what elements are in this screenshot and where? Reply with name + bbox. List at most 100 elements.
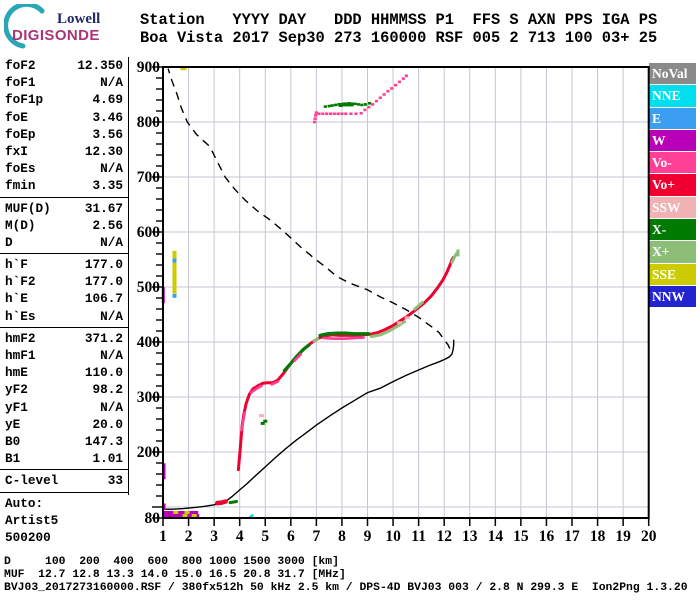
- dots-second-hop-Vo-minus: [312, 120, 317, 124]
- panel-footer-text: 500200: [5, 529, 51, 545]
- x-tick-label: 16: [539, 528, 555, 545]
- dots-second-hop-X-minus: [323, 105, 327, 108]
- dots-X-minus-dots: [263, 419, 268, 423]
- param-value: 3.46: [92, 109, 123, 125]
- dots-Es-spread-W: [172, 514, 178, 518]
- param-row: h`Es N/A: [0, 308, 129, 325]
- dots-Es-spread-W: [189, 514, 195, 518]
- dots-SSE-strip: [172, 266, 177, 271]
- parameter-panel: foF2 12.350 foF1 N/A foF1p 4.69 foE 3.46 foEp 3.5…: [0, 57, 129, 546]
- dots-W-small-mark: [162, 503, 166, 510]
- dots-Es-spread-W: [180, 511, 186, 514]
- param-value: 2.56: [92, 217, 123, 233]
- param-value: 98.2: [92, 382, 123, 398]
- x-tick-label: 6: [287, 528, 295, 545]
- x-tick-label: 20: [641, 528, 657, 545]
- dots-second-hop-Vo-minus: [378, 96, 382, 100]
- dots-E-strip-bits: [172, 258, 177, 263]
- logo-text-digisonde: DIGISONDE: [12, 27, 100, 44]
- dots-second-hop-X-minus: [327, 104, 331, 108]
- distance-row: D 100 200 400 600 800 1000 1500 3000 [km…: [4, 556, 339, 568]
- dots-SSE-strip: [172, 250, 177, 255]
- param-label: B0: [5, 433, 21, 449]
- param-label: h`Es: [5, 308, 36, 324]
- legend-item-nne: NNE: [649, 85, 696, 107]
- panel-divider-line: [128, 57, 129, 495]
- x-tick-label: 19: [615, 528, 631, 545]
- panel-separator: [0, 326, 129, 328]
- y-tick-label: 200: [137, 444, 161, 461]
- x-tick-label: 1: [159, 528, 167, 545]
- param-row: hmE 110.0: [0, 364, 129, 381]
- param-value: 177.0: [84, 274, 123, 290]
- dots-X-plus-isolated: [456, 249, 460, 257]
- dots-SSW-dots: [258, 414, 264, 418]
- legend-item-w: W: [649, 129, 696, 152]
- param-value: N/A: [100, 161, 123, 177]
- param-label: D: [5, 234, 13, 250]
- param-row: B1 1.01: [0, 450, 129, 467]
- trace-X-plus-tip: [450, 251, 459, 264]
- dots-second-hop-X-minus-thick: [346, 102, 351, 107]
- dots-second-hop-Vo-minus: [325, 112, 329, 116]
- param-label: MUF(D): [5, 200, 51, 216]
- y-tick-label: 600: [137, 224, 161, 241]
- dots-SSE-top-dash: [180, 67, 187, 71]
- panel-separator: [0, 469, 129, 471]
- param-label: fmin: [5, 178, 36, 194]
- param-row: B0 147.3: [0, 433, 129, 450]
- dots-Es-spread-W: [168, 514, 174, 518]
- param-value: N/A: [100, 348, 123, 363]
- y-tick-label: 80: [145, 510, 161, 527]
- dots-second-hop-Vo-minus: [404, 74, 408, 78]
- trace-Vo-minus-knee: [249, 384, 263, 394]
- param-label: h`F2: [5, 274, 36, 290]
- x-tick-label: 18: [590, 528, 606, 545]
- dots-second-hop-Vo-minus: [314, 111, 318, 114]
- param-label: M(D): [5, 217, 36, 233]
- param-value: N/A: [100, 75, 123, 91]
- dots-E-strip-bits: [172, 293, 177, 298]
- trace-X-plus-1: [369, 320, 407, 338]
- param-row: D N/A: [0, 234, 129, 251]
- dots-Es-spread-SSE: [191, 514, 197, 518]
- param-value: 12.30: [84, 143, 123, 159]
- param-label: foF2: [5, 58, 36, 73]
- param-row: foF2 12.350: [0, 57, 129, 74]
- dots-Es-spread-W: [175, 514, 181, 518]
- param-value: 31.67: [84, 200, 123, 216]
- param-label: hmF2: [5, 330, 36, 346]
- dots-SSE-strip: [172, 262, 177, 267]
- panel-footer-line: Auto:: [0, 495, 129, 512]
- dots-second-hop-Vo-minus: [313, 117, 317, 120]
- trace-Vo-minus-plateau: [322, 336, 366, 341]
- x-tick-label: 9: [364, 528, 372, 545]
- legend-item-vo+: Vo+: [649, 174, 696, 196]
- topside-model: [167, 68, 451, 349]
- y-tick-label: 800: [137, 114, 161, 131]
- plot-frame: [162, 66, 650, 519]
- param-label: yF1: [5, 399, 28, 415]
- legend-item-nnw: NNW: [649, 285, 696, 308]
- legend-item-vo-: Vo-: [649, 152, 696, 174]
- dots-second-hop-Vo-minus: [340, 112, 344, 116]
- dots-second-hop-X-minus: [356, 103, 361, 106]
- dots-second-hop-X-minus-thick: [338, 102, 343, 107]
- dots-second-hop-X-minus-thick: [349, 102, 354, 107]
- dots-second-hop-Vo-minus: [374, 99, 379, 103]
- param-value: 147.3: [84, 433, 123, 449]
- logo-arc-icon: [3, 1, 45, 49]
- true-height-profile: [163, 339, 455, 510]
- dots-second-hop-Vo-minus: [371, 103, 375, 106]
- dots-Es-spread-SSE: [173, 511, 179, 514]
- param-row: foEp 3.56: [0, 126, 129, 143]
- legend-item-x+: X+: [649, 241, 696, 263]
- param-label: foEs: [5, 161, 36, 177]
- dots-SSE-strip: [172, 277, 177, 282]
- x-tick-label: 17: [564, 528, 580, 545]
- dots-second-hop-Vo-minus: [401, 77, 405, 80]
- param-row: foF1p 4.69: [0, 91, 129, 108]
- x-tick-label: 10: [385, 528, 401, 545]
- dots-second-hop-Vo-minus: [386, 89, 390, 93]
- param-row: yF1 N/A: [0, 399, 129, 416]
